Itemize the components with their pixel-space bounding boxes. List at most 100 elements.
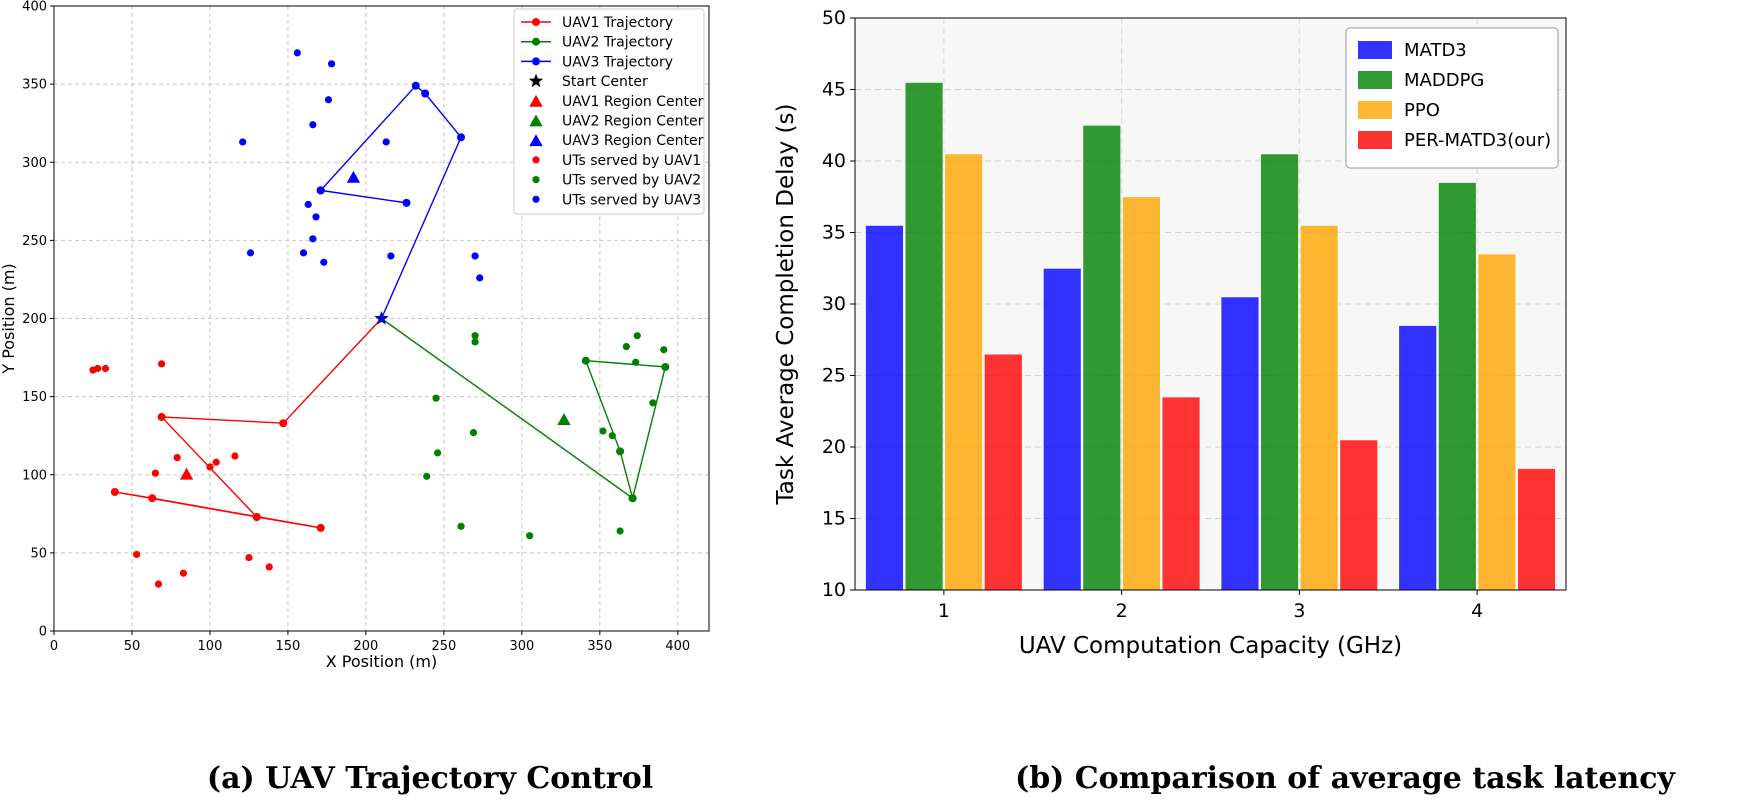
bar-matd3 — [865, 224, 904, 591]
ut-point — [327, 60, 336, 68]
y-tick-label: 45 — [822, 79, 846, 101]
trajectory-marker — [628, 494, 637, 503]
ut-point — [101, 364, 110, 373]
bar-maddpg — [1260, 153, 1299, 591]
trajectory-marker — [616, 447, 625, 456]
bar-per-matd3-our- — [1517, 468, 1556, 591]
x-axis-label: X Position (m) — [326, 652, 438, 671]
trajectory-marker — [148, 494, 157, 503]
legend-triangle-symbol — [529, 134, 543, 147]
trajectory-marker — [316, 523, 325, 532]
ut-point — [309, 235, 317, 243]
trajectory-marker — [421, 89, 430, 98]
y-tick-label: 350 — [22, 78, 47, 93]
ut-point — [526, 532, 534, 540]
ut-point — [633, 332, 641, 340]
legend-label: UAV1 Trajectory — [562, 15, 673, 31]
y-tick-label: 300 — [22, 156, 47, 171]
region-center-marker — [346, 170, 361, 183]
ut-point — [173, 453, 181, 462]
bar-ppo — [1299, 224, 1339, 591]
x-tick-label: 250 — [431, 639, 456, 654]
ut-point — [179, 569, 188, 577]
x-tick-label: 300 — [509, 639, 534, 654]
trajectory-marker — [316, 186, 325, 195]
y-tick-label: 100 — [22, 468, 47, 483]
x-tick-label: 1 — [938, 600, 950, 622]
y-tick-label: 10 — [822, 579, 846, 601]
y-axis-label: Y Position (m) — [0, 263, 18, 374]
y-tick-label: 20 — [822, 436, 846, 458]
trajectory-marker — [252, 512, 261, 521]
ut-point — [622, 343, 630, 351]
y-tick-label: 150 — [22, 390, 47, 405]
x-tick-label: 0 — [50, 639, 58, 654]
start-center-marker — [374, 311, 389, 325]
legend-triangle-symbol — [529, 114, 543, 127]
trajectory-marker — [110, 487, 119, 496]
legend-swatch — [1358, 71, 1392, 89]
x-tick-label: 200 — [353, 639, 378, 654]
trajectory-line — [381, 317, 667, 500]
x-tick-label: 100 — [198, 639, 223, 654]
caption-left: (a) UAV Trajectory Control — [207, 761, 653, 796]
bar-maddpg — [1082, 124, 1122, 591]
ut-point — [599, 427, 607, 435]
ut-point — [245, 553, 253, 562]
legend-label: UTs served by UAV3 — [562, 192, 701, 208]
bar-ppo — [1122, 196, 1161, 591]
y-tick-label: 50 — [30, 546, 47, 561]
ut-point — [151, 469, 159, 477]
trajectory-marker — [581, 356, 590, 365]
ut-point — [649, 399, 657, 407]
legend-label: Start Center — [562, 74, 648, 90]
bar-maddpg — [1437, 182, 1477, 591]
ut-point — [324, 96, 333, 104]
bar-matd3 — [1042, 267, 1082, 591]
ut-point — [304, 200, 312, 209]
legend-label: UAV1 Region Center — [562, 94, 704, 110]
bar-maddpg — [904, 81, 944, 591]
legend-label: UTs served by UAV2 — [562, 173, 701, 189]
ut-point — [246, 249, 255, 257]
x-tick-label: 4 — [1471, 600, 1483, 622]
legend-label: UAV3 Trajectory — [562, 54, 673, 70]
legend-label: PPO — [1404, 100, 1440, 121]
ut-point — [382, 138, 390, 146]
trajectory-marker — [157, 412, 166, 421]
legend-swatch — [1358, 101, 1392, 119]
legend-label: MADDPG — [1404, 70, 1484, 91]
trajectory-marker — [411, 81, 420, 90]
y-axis-label: Task Average Completion Delay (s) — [773, 104, 799, 506]
y-tick-label: 30 — [822, 293, 846, 315]
legend-dot-symbol — [532, 195, 540, 203]
legend-label: PER-MATD3(our) — [1404, 130, 1551, 151]
trajectory-marker — [661, 362, 670, 371]
trajectory-marker — [279, 419, 288, 428]
trajectory-chart: 0 50 100 150 200 250 300 350 400 0 50 100 150 200 250 3… — [0, 0, 710, 671]
y-tick-label: 0 — [39, 625, 47, 640]
ut-point — [239, 138, 247, 146]
legend-marker — [532, 37, 540, 46]
bar-ppo — [1477, 253, 1517, 591]
bar-per-matd3-our- — [1161, 396, 1201, 591]
trajectory-marker — [457, 133, 466, 142]
ut-point — [299, 249, 308, 257]
y-tick-label: 25 — [822, 365, 846, 387]
region-center-marker — [557, 413, 571, 425]
ut-point — [154, 580, 163, 588]
x-tick-label: 3 — [1293, 600, 1305, 622]
legend-marker — [532, 57, 540, 66]
y-tick-label: 400 — [22, 0, 47, 15]
ut-point — [94, 364, 102, 373]
legend-dot-symbol — [532, 156, 540, 164]
latency-bar-chart: 10 15 20 25 30 35 40 45 50 1 2 3 4 UAV Computation Ca… — [773, 7, 1567, 659]
legend-marker — [532, 18, 540, 26]
caption-right: (b) Comparison of average task latency — [1015, 761, 1677, 796]
y-tick-label: 50 — [822, 7, 846, 29]
bar-per-matd3-our- — [1339, 439, 1379, 591]
x-tick-label: 400 — [665, 639, 690, 654]
bar-matd3 — [1398, 325, 1438, 591]
ut-point — [387, 252, 395, 260]
